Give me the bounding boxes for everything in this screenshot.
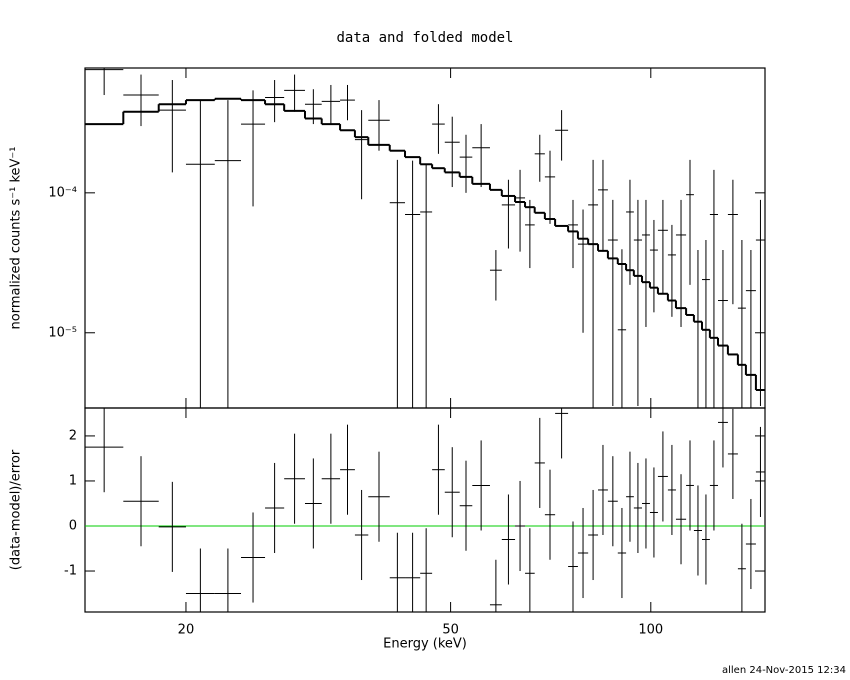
y-tick-label: 10⁻⁴ — [48, 185, 77, 200]
x-tick-label: 50 — [442, 623, 459, 638]
y-tick-label: -1 — [64, 564, 77, 579]
plot-area — [85, 68, 765, 408]
chart-title: data and folded model — [336, 30, 513, 46]
x-axis-label: Energy (keV) — [383, 637, 467, 652]
plot-frame — [84, 407, 766, 613]
y-axis-label: (data-model)/error — [9, 449, 24, 570]
y-axis-label: normalized counts s⁻¹ keV⁻¹ — [9, 147, 24, 330]
x-tick-label: 100 — [638, 623, 663, 638]
footer: allen 24-Nov-2015 12:34 — [722, 665, 846, 676]
y-tick-label: 2 — [69, 428, 77, 443]
y-tick-label: 0 — [69, 518, 77, 533]
x-tick-label: 20 — [178, 623, 195, 638]
y-tick-label: 10⁻⁵ — [48, 325, 77, 340]
y-tick-label: 1 — [69, 473, 77, 488]
plot-area — [85, 408, 765, 612]
